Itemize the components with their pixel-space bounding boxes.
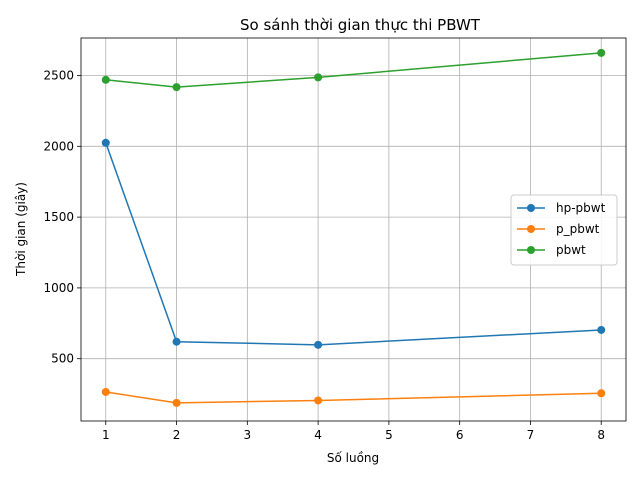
data-point (597, 389, 606, 398)
y-axis-label: Thời gian (giây) (14, 182, 28, 277)
x-tick-label: 7 (527, 428, 535, 442)
chart-title: So sánh thời gian thực thi PBWT (240, 16, 481, 34)
data-point (314, 396, 323, 405)
legend-label: p_pbwt (556, 222, 600, 236)
x-tick-label: 6 (456, 428, 464, 442)
legend-label: hp-pbwt (556, 201, 606, 215)
x-tick-label: 2 (173, 428, 181, 442)
data-point (172, 337, 181, 346)
data-point (101, 138, 110, 147)
plot-frame (80, 37, 627, 422)
data-point (314, 73, 323, 82)
legend-label: pbwt (556, 243, 586, 257)
legend-swatch-marker (527, 246, 535, 254)
series-hp-pbwt (101, 138, 606, 349)
x-axis-label: Số luồng (327, 451, 379, 465)
data-point (597, 325, 606, 334)
data-point (314, 340, 323, 349)
data-point (101, 75, 110, 84)
x-tick-label: 3 (244, 428, 252, 442)
legend-item-p_pbwt: p_pbwt (517, 222, 600, 236)
x-axis: 1 2 3 4 5 6 7 8 (102, 421, 605, 442)
legend-item-pbwt: pbwt (517, 243, 586, 257)
data-point (172, 83, 181, 92)
series-line (105, 52, 602, 88)
legend-item-hp-pbwt: hp-pbwt (517, 201, 606, 215)
data-point (172, 398, 181, 407)
y-axis: 500 1000 1500 2000 2500 (43, 69, 81, 366)
x-tick-label: 8 (597, 428, 605, 442)
series-layer (101, 48, 606, 407)
series-line (105, 391, 602, 404)
y-tick-label: 2000 (43, 139, 74, 153)
series-pbwt (101, 48, 606, 92)
grid (81, 38, 626, 421)
series-line (105, 142, 602, 346)
data-point (597, 48, 606, 57)
legend-box (510, 194, 618, 266)
y-tick-label: 2500 (43, 69, 74, 83)
legend-swatch-marker (527, 204, 535, 212)
data-point (101, 387, 110, 396)
y-tick-label: 500 (51, 352, 74, 366)
y-tick-label: 1500 (43, 210, 74, 224)
legend-swatch-marker (527, 225, 535, 233)
x-tick-label: 4 (314, 428, 322, 442)
x-tick-label: 5 (385, 428, 393, 442)
y-tick-label: 1000 (43, 281, 74, 295)
x-tick-label: 1 (102, 428, 110, 442)
series-p_pbwt (101, 387, 606, 407)
